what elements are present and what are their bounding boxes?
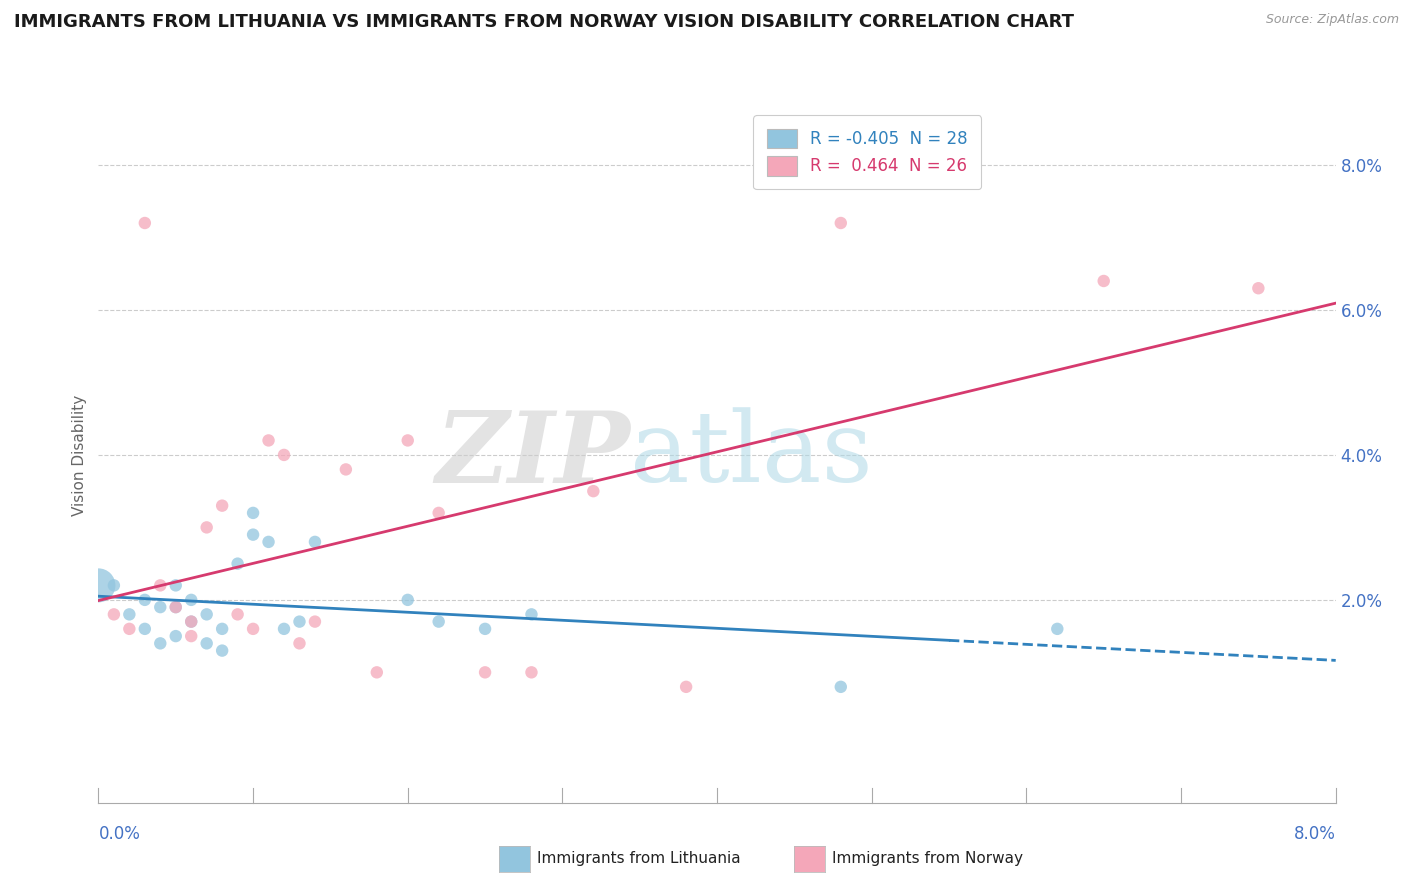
Point [195, 636, 218, 650]
Point [211, 643, 233, 657]
Point [830, 216, 852, 230]
Point [180, 615, 202, 629]
Point [195, 607, 218, 622]
Point [520, 665, 543, 680]
Point [165, 629, 187, 643]
Point [134, 216, 156, 230]
Text: Immigrants from Norway: Immigrants from Norway [832, 851, 1024, 865]
Point [288, 636, 311, 650]
Point [134, 622, 156, 636]
Text: ZIP: ZIP [436, 407, 630, 503]
Y-axis label: Vision Disability: Vision Disability [72, 394, 87, 516]
Point [165, 600, 187, 615]
Point [118, 607, 141, 622]
Point [366, 665, 388, 680]
Point [257, 434, 280, 448]
Point [149, 636, 172, 650]
Point [87, 578, 110, 592]
Point [242, 506, 264, 520]
Point [273, 448, 295, 462]
Point [582, 484, 605, 499]
Point [396, 592, 419, 607]
Point [103, 578, 125, 592]
Point [474, 622, 496, 636]
Point [1046, 622, 1069, 636]
Point [180, 629, 202, 643]
Text: Immigrants from Lithuania: Immigrants from Lithuania [537, 851, 741, 865]
Point [304, 615, 326, 629]
Point [195, 520, 218, 534]
Point [520, 607, 543, 622]
Legend: R = -0.405  N = 28, R =  0.464  N = 26: R = -0.405 N = 28, R = 0.464 N = 26 [754, 115, 981, 189]
Point [226, 557, 249, 571]
Point [830, 680, 852, 694]
Point [304, 534, 326, 549]
Point [288, 615, 311, 629]
Point [165, 600, 187, 615]
Point [396, 434, 419, 448]
Point [1092, 274, 1115, 288]
Point [335, 462, 357, 476]
Point [180, 615, 202, 629]
Point [1247, 281, 1270, 295]
Point [427, 506, 450, 520]
Text: 0.0%: 0.0% [98, 825, 141, 843]
Point [242, 622, 264, 636]
Point [149, 578, 172, 592]
Point [257, 534, 280, 549]
Text: IMMIGRANTS FROM LITHUANIA VS IMMIGRANTS FROM NORWAY VISION DISABILITY CORRELATIO: IMMIGRANTS FROM LITHUANIA VS IMMIGRANTS … [14, 13, 1074, 31]
Text: 8.0%: 8.0% [1294, 825, 1336, 843]
Point [242, 527, 264, 541]
Point [180, 592, 202, 607]
Point [134, 592, 156, 607]
Point [211, 499, 233, 513]
Point [226, 607, 249, 622]
Point [118, 622, 141, 636]
Point [273, 622, 295, 636]
Point [675, 680, 697, 694]
Point [165, 578, 187, 592]
Text: Source: ZipAtlas.com: Source: ZipAtlas.com [1265, 13, 1399, 27]
Point [149, 600, 172, 615]
Point [427, 615, 450, 629]
Point [474, 665, 496, 680]
Text: atlas: atlas [630, 407, 873, 503]
Point [103, 607, 125, 622]
Point [211, 622, 233, 636]
